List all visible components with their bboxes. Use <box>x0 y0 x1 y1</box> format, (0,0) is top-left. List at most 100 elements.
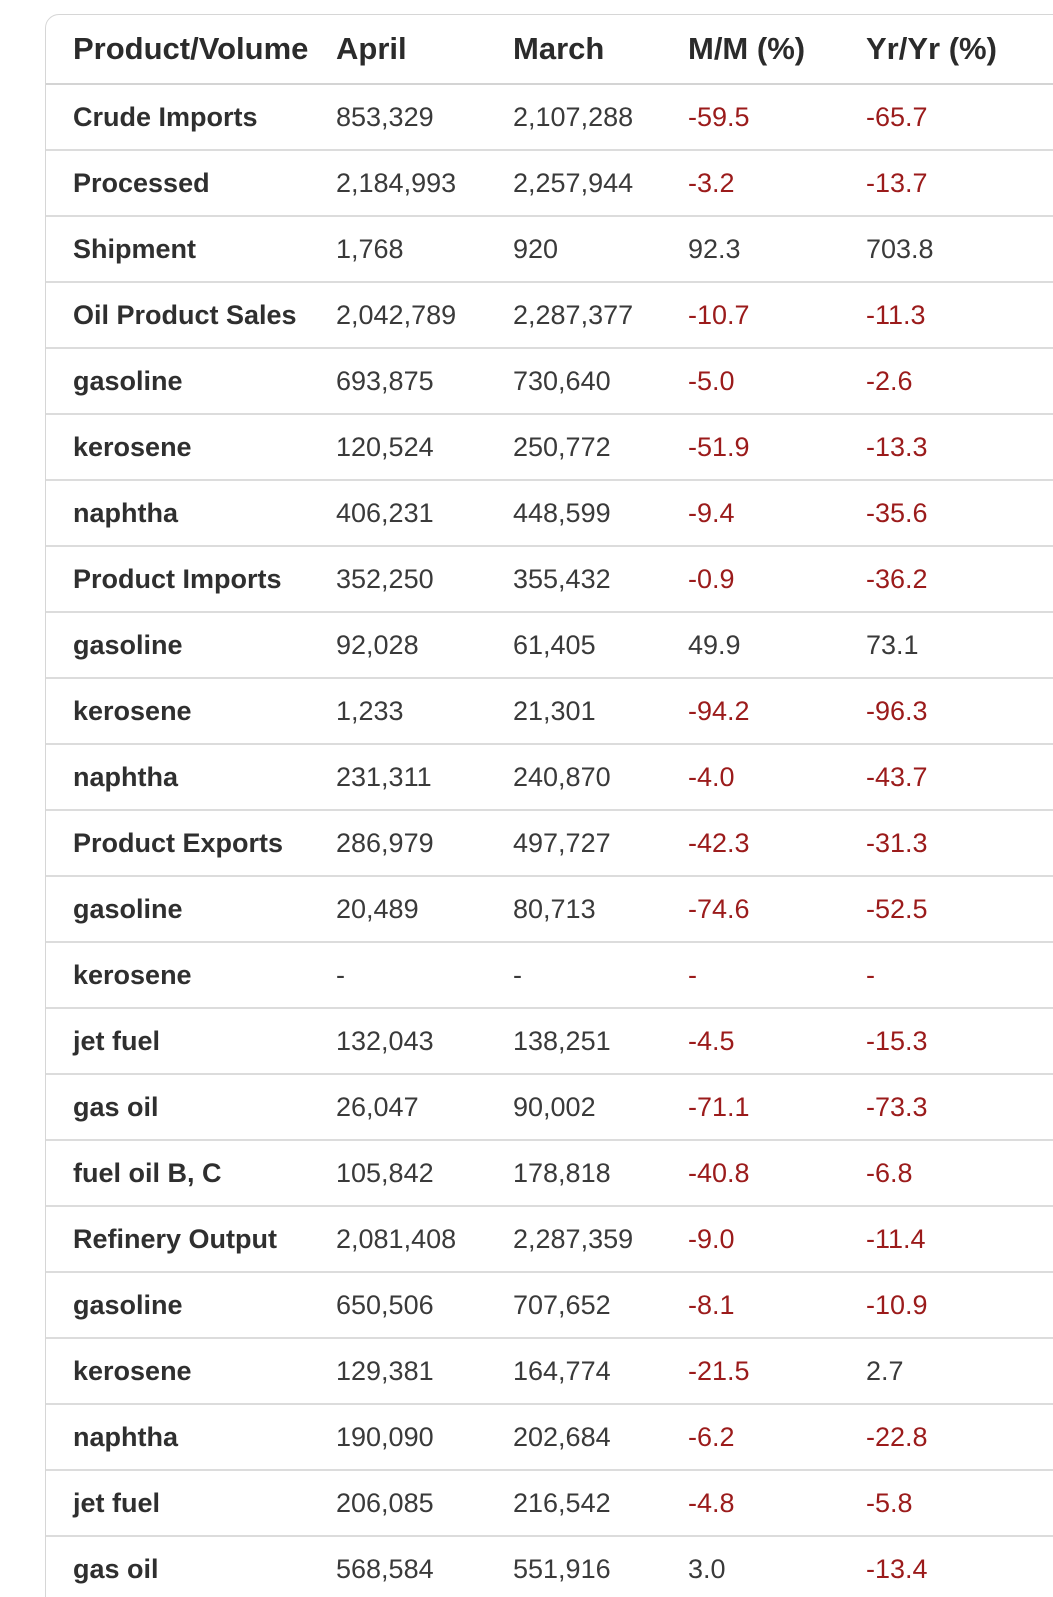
table-row: fuel oil B, C 105,842 178,818 -40.8 -6.8 <box>46 1140 1053 1207</box>
cell-april: 190,090 <box>336 1404 513 1471</box>
cell-yy-percent: -11.3 <box>866 282 1053 349</box>
cell-march: 80,713 <box>513 876 688 943</box>
cell-mm-percent: -4.0 <box>688 744 866 811</box>
table-row: Crude Imports 853,329 2,107,288 -59.5 -65.7 <box>46 84 1053 151</box>
cell-april: 1,768 <box>336 216 513 283</box>
table-row: kerosene - - - - <box>46 942 1053 1009</box>
cell-yy-percent: -6.8 <box>866 1140 1053 1207</box>
cell-april: 650,506 <box>336 1272 513 1339</box>
cell-yy-percent: -73.3 <box>866 1074 1053 1141</box>
cell-product: Product Imports <box>46 546 336 613</box>
cell-april: 1,233 <box>336 678 513 745</box>
cell-product: kerosene <box>46 414 336 481</box>
cell-mm-percent: -0.9 <box>688 546 866 613</box>
cell-product: kerosene <box>46 942 336 1009</box>
cell-product: Processed <box>46 150 336 217</box>
table-row: naphtha 406,231 448,599 -9.4 -35.6 <box>46 480 1053 547</box>
cell-mm-percent: 49.9 <box>688 612 866 679</box>
cell-yy-percent: -36.2 <box>866 546 1053 613</box>
cell-product: gasoline <box>46 876 336 943</box>
cell-yy-percent: -11.4 <box>866 1206 1053 1273</box>
data-table-card: Product/Volume April March M/M (%) Yr/Yr… <box>45 14 1053 1597</box>
header-row: Product/Volume April March M/M (%) Yr/Yr… <box>46 15 1053 85</box>
cell-yy-percent: - <box>866 942 1053 1009</box>
cell-yy-percent: -10.9 <box>866 1272 1053 1339</box>
cell-march: 202,684 <box>513 1404 688 1471</box>
cell-april: 286,979 <box>336 810 513 877</box>
cell-yy-percent: -13.3 <box>866 414 1053 481</box>
cell-product: naphtha <box>46 480 336 547</box>
cell-mm-percent: -71.1 <box>688 1074 866 1141</box>
cell-product: gasoline <box>46 612 336 679</box>
cell-product: gasoline <box>46 348 336 415</box>
table-body: Crude Imports 853,329 2,107,288 -59.5 -65.7 P… <box>46 84 1053 1597</box>
cell-product: Refinery Output <box>46 1206 336 1273</box>
table-header: Product/Volume April March M/M (%) Yr/Yr… <box>46 15 1053 85</box>
cell-april: 853,329 <box>336 84 513 151</box>
table-row: naphtha 231,311 240,870 -4.0 -43.7 <box>46 744 1053 811</box>
cell-mm-percent: -5.0 <box>688 348 866 415</box>
cell-mm-percent: -6.2 <box>688 1404 866 1471</box>
cell-april: 105,842 <box>336 1140 513 1207</box>
cell-march: 250,772 <box>513 414 688 481</box>
cell-march: 164,774 <box>513 1338 688 1405</box>
cell-march: 2,287,377 <box>513 282 688 349</box>
cell-product: Product Exports <box>46 810 336 877</box>
cell-mm-percent: -8.1 <box>688 1272 866 1339</box>
table-row: kerosene 129,381 164,774 -21.5 2.7 <box>46 1338 1053 1405</box>
cell-yy-percent: -15.3 <box>866 1008 1053 1075</box>
cell-april: 2,184,993 <box>336 150 513 217</box>
table-row: kerosene 120,524 250,772 -51.9 -13.3 <box>46 414 1053 481</box>
cell-yy-percent: -52.5 <box>866 876 1053 943</box>
cell-march: 90,002 <box>513 1074 688 1141</box>
cell-product: kerosene <box>46 1338 336 1405</box>
cell-yy-percent: -65.7 <box>866 84 1053 151</box>
cell-april: 132,043 <box>336 1008 513 1075</box>
cell-march: 497,727 <box>513 810 688 877</box>
cell-april: 693,875 <box>336 348 513 415</box>
cell-product: gasoline <box>46 1272 336 1339</box>
cell-product: naphtha <box>46 744 336 811</box>
table-row: jet fuel 206,085 216,542 -4.8 -5.8 <box>46 1470 1053 1537</box>
cell-product: jet fuel <box>46 1470 336 1537</box>
cell-march: 240,870 <box>513 744 688 811</box>
cell-mm-percent: -51.9 <box>688 414 866 481</box>
cell-april: 26,047 <box>336 1074 513 1141</box>
cell-mm-percent: -9.4 <box>688 480 866 547</box>
cell-yy-percent: -96.3 <box>866 678 1053 745</box>
cell-march: 138,251 <box>513 1008 688 1075</box>
cell-april: 231,311 <box>336 744 513 811</box>
cell-yy-percent: -2.6 <box>866 348 1053 415</box>
table-row: kerosene 1,233 21,301 -94.2 -96.3 <box>46 678 1053 745</box>
cell-yy-percent: -13.4 <box>866 1536 1053 1597</box>
oil-statistics-table: Product/Volume April March M/M (%) Yr/Yr… <box>46 15 1053 1597</box>
cell-march: 448,599 <box>513 480 688 547</box>
cell-product: Crude Imports <box>46 84 336 151</box>
cell-mm-percent: -10.7 <box>688 282 866 349</box>
cell-mm-percent: 92.3 <box>688 216 866 283</box>
cell-product: jet fuel <box>46 1008 336 1075</box>
table-row: Oil Product Sales 2,042,789 2,287,377 -10.7… <box>46 282 1053 349</box>
cell-march: 2,257,944 <box>513 150 688 217</box>
cell-product: Shipment <box>46 216 336 283</box>
cell-march: 61,405 <box>513 612 688 679</box>
cell-mm-percent: -42.3 <box>688 810 866 877</box>
table-row: gas oil 26,047 90,002 -71.1 -73.3 <box>46 1074 1053 1141</box>
cell-product: fuel oil B, C <box>46 1140 336 1207</box>
cell-april: 20,489 <box>336 876 513 943</box>
cell-march: 355,432 <box>513 546 688 613</box>
table-row: Refinery Output 2,081,408 2,287,359 -9.0 -11… <box>46 1206 1053 1273</box>
cell-march: 730,640 <box>513 348 688 415</box>
cell-april: 2,081,408 <box>336 1206 513 1273</box>
cell-product: gas oil <box>46 1074 336 1141</box>
cell-mm-percent: -4.5 <box>688 1008 866 1075</box>
header-march: March <box>513 15 688 85</box>
cell-march: 2,107,288 <box>513 84 688 151</box>
cell-yy-percent: -35.6 <box>866 480 1053 547</box>
header-product-volume: Product/Volume <box>46 15 336 85</box>
cell-april: 352,250 <box>336 546 513 613</box>
cell-april: 406,231 <box>336 480 513 547</box>
cell-product: kerosene <box>46 678 336 745</box>
cell-march: 178,818 <box>513 1140 688 1207</box>
cell-yy-percent: -31.3 <box>866 810 1053 877</box>
